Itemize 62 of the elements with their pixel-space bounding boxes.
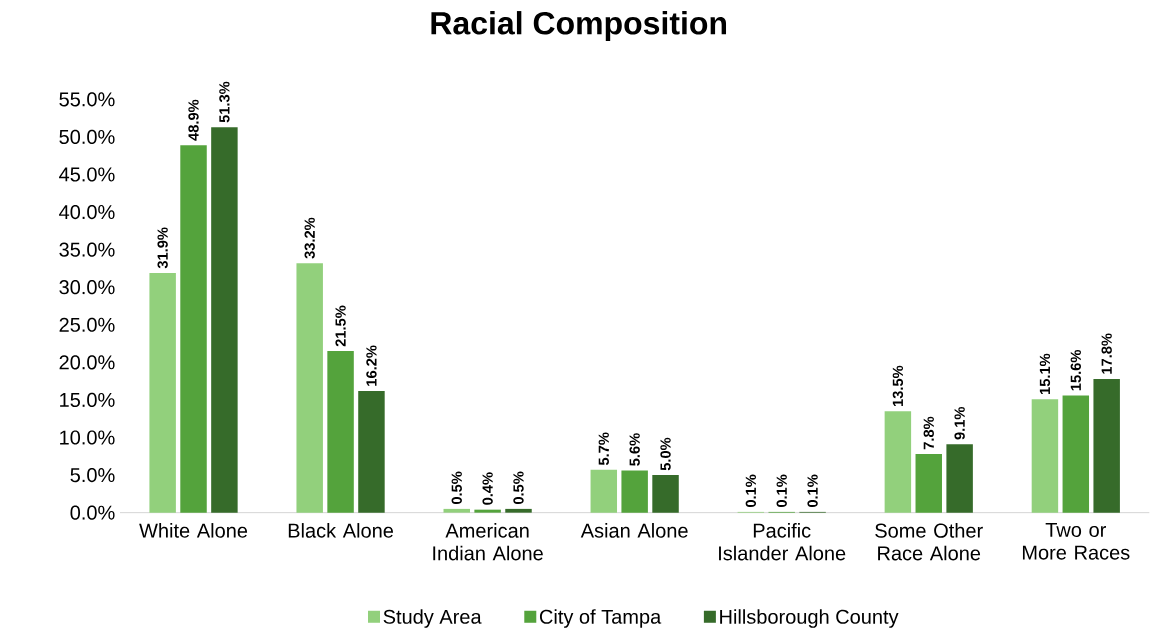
bar xyxy=(946,444,973,513)
bar xyxy=(1093,378,1120,513)
bar xyxy=(443,508,470,513)
x-tick-label: Some Other Race Alone xyxy=(875,523,983,561)
bar xyxy=(149,272,176,513)
data-label: 7.8% xyxy=(923,416,934,450)
data-label: 17.8% xyxy=(1101,333,1112,374)
bar xyxy=(505,508,532,513)
bar xyxy=(180,145,207,513)
y-tick-label: 10.0% xyxy=(60,430,115,445)
data-label: 51.3% xyxy=(219,81,230,123)
bar xyxy=(884,411,912,513)
x-tick-label: White Alone xyxy=(139,523,248,538)
y-tick-label: 55.0% xyxy=(59,92,115,107)
x-tick-label: Asian Alone xyxy=(580,523,688,538)
data-label: 15.6% xyxy=(1070,349,1081,391)
data-label: 0.5% xyxy=(513,471,524,505)
y-tick-label: 25.0% xyxy=(59,317,115,332)
y-tick-label: 45.0% xyxy=(59,167,115,182)
bar xyxy=(358,390,385,513)
data-label: 0.1% xyxy=(807,474,818,508)
bar xyxy=(590,469,618,513)
chart-title: Racial Composition xyxy=(431,11,727,41)
data-label: 5.0% xyxy=(660,437,671,471)
bar xyxy=(652,475,679,513)
data-label: 13.5% xyxy=(892,365,904,407)
bar xyxy=(211,127,238,513)
y-tick-label: 30.0% xyxy=(59,280,115,295)
y-tick-label: 40.0% xyxy=(59,204,115,220)
data-label: 5.6% xyxy=(629,433,640,466)
legend-label: Hillsborough County xyxy=(720,609,899,628)
x-tick-label: Pacific Islander Alone xyxy=(719,523,846,561)
data-label: 5.7% xyxy=(598,432,609,466)
y-tick-label: 0.0% xyxy=(70,505,115,520)
data-label: 15.1% xyxy=(1039,353,1051,394)
legend-label: City of Tampa xyxy=(539,609,662,628)
data-label: 9.1% xyxy=(954,406,965,440)
x-tick-label: American Indian Alone xyxy=(433,523,543,561)
bar xyxy=(915,454,942,513)
y-tick-label: 35.0% xyxy=(59,242,115,257)
data-label: 48.9% xyxy=(188,99,199,141)
data-label: 0.5% xyxy=(451,471,462,505)
data-label: 16.2% xyxy=(366,345,377,386)
bar xyxy=(327,351,354,513)
data-label: 21.5% xyxy=(335,305,346,347)
y-tick-label: 20.0% xyxy=(59,355,115,370)
bar xyxy=(1062,395,1090,513)
y-tick-label: 50.0% xyxy=(59,129,115,144)
data-label: 0.1% xyxy=(745,474,757,508)
bar xyxy=(296,263,323,513)
data-label: 31.9% xyxy=(157,227,168,269)
bar xyxy=(1031,399,1059,513)
x-tick-label: Two or More Races xyxy=(1022,523,1130,560)
y-tick-label: 5.0% xyxy=(70,467,115,483)
legend-label: Study Area xyxy=(383,609,482,628)
bar xyxy=(474,509,501,513)
y-tick-label: 15.0% xyxy=(60,392,115,407)
data-label: 0.4% xyxy=(482,472,493,505)
x-tick-label: Black Alone xyxy=(288,523,394,538)
data-label: 0.1% xyxy=(776,474,787,508)
bar xyxy=(621,470,648,513)
data-label: 33.2% xyxy=(304,217,315,259)
